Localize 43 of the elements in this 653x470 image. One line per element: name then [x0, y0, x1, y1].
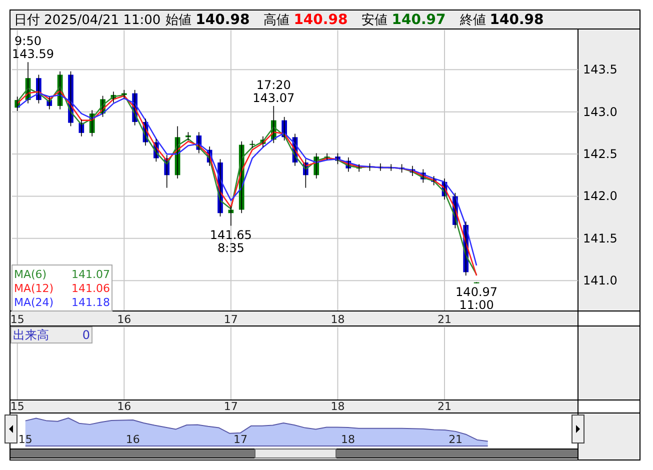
chart-title: 日付 2025/04/21 11:00 — [14, 13, 161, 28]
annotation: 141.07 — [72, 268, 110, 281]
category-label: 18 — [330, 400, 345, 413]
annotation: 9:50 — [14, 34, 42, 48]
y-tick-label: 142.0 — [583, 189, 618, 204]
text: 終値 — [458, 13, 486, 28]
annotation: 141.18 — [72, 296, 110, 309]
y-tick-label: 142.5 — [583, 147, 618, 162]
annotation: 17:20 — [256, 78, 291, 92]
text: 140.98 — [490, 12, 544, 28]
x-tick-label: 15 — [18, 433, 32, 446]
y-tick-label: 141.5 — [583, 231, 618, 246]
x-tick-label: 17 — [233, 433, 248, 446]
x-tick-label: 18 — [341, 433, 356, 446]
category-label: 15 — [10, 400, 24, 413]
y-tick-label: 143.0 — [583, 104, 618, 119]
text: 高値 — [264, 12, 290, 28]
y-tick-label: 141.0 — [583, 274, 618, 288]
annotation: 140.97 — [456, 285, 498, 300]
text: 安値 — [362, 12, 388, 28]
text: 140.98 — [294, 12, 348, 28]
x-tick-label: 17 — [224, 313, 238, 326]
annotation: 141.65 — [210, 228, 252, 242]
x-tick-label: 21 — [438, 313, 452, 326]
x-tick-label: 15 — [10, 313, 24, 326]
text: 始値 — [166, 13, 192, 28]
category-label: 16 — [117, 400, 132, 413]
category-label: 17 — [224, 400, 238, 413]
text: 140.98 — [196, 12, 250, 28]
x-tick-label: 16 — [126, 433, 140, 446]
x-tick-label: 18 — [330, 313, 345, 326]
x-tick-label: 16 — [117, 313, 132, 326]
annotation: 143.59 — [12, 47, 54, 62]
annotation: 141.06 — [72, 282, 110, 295]
volume-legend: 出来高 0 — [10, 326, 92, 344]
annotation: 11:00 — [459, 298, 494, 312]
y-tick-label: 143.5 — [583, 62, 618, 77]
legend: MA(6) 141.07 MA(12) 141.06 MA(24) 141.18 — [12, 264, 112, 312]
annotation: 8:35 — [217, 240, 244, 255]
annotation: 143.07 — [252, 90, 295, 105]
x-tick-label: 21 — [448, 433, 463, 446]
category-label: 21 — [438, 400, 452, 413]
text: 140.97 — [392, 12, 446, 28]
